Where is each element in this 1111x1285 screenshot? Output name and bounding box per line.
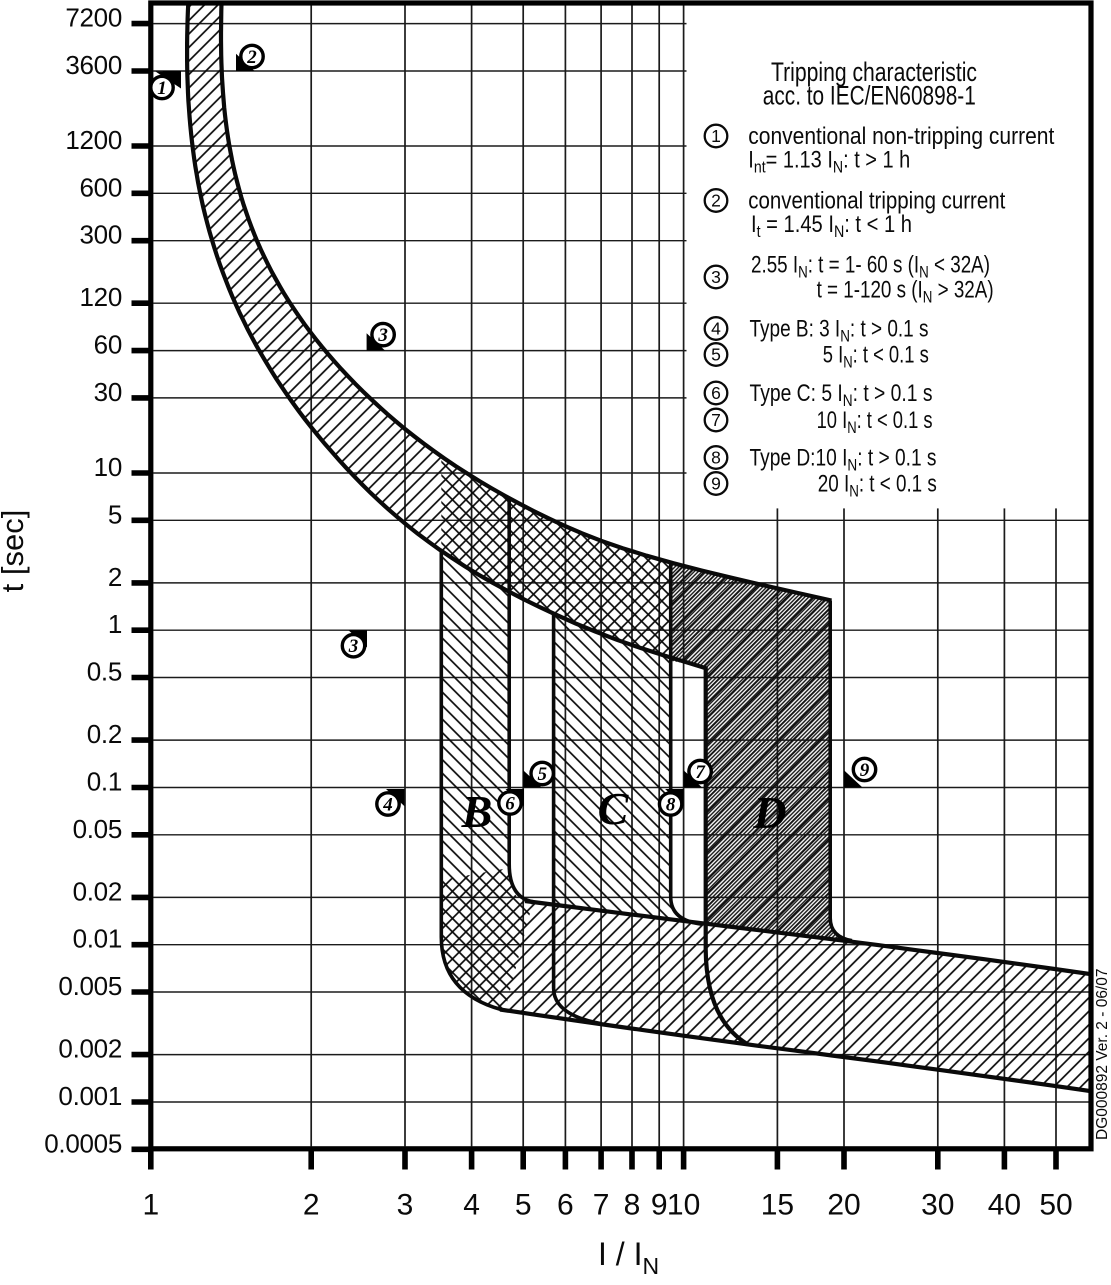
svg-text:t [sec]: t [sec] [0,510,30,593]
svg-text:1: 1 [711,126,721,146]
svg-text:0.5: 0.5 [87,657,122,687]
svg-text:conventional non-tripping curr: conventional non-tripping current [748,123,1054,150]
svg-text:3: 3 [711,267,721,287]
svg-text:B: B [461,786,493,837]
svg-text:Type D:10 IN: t > 0.1 s: Type D:10 IN: t > 0.1 s [750,445,937,475]
svg-text:20: 20 [827,1189,860,1222]
svg-text:Type C: 5 IN: t > 0.1 s: Type C: 5 IN: t > 0.1 s [750,380,933,410]
svg-text:8: 8 [711,448,721,468]
svg-text:7: 7 [695,762,706,783]
svg-text:5: 5 [515,1189,532,1222]
svg-text:5: 5 [537,764,547,785]
svg-text:20 IN: t < 0.1 s: 20 IN: t < 0.1 s [818,471,937,501]
svg-text:2.55 IN: t = 1- 60 s (IN < 32A: 2.55 IN: t = 1- 60 s (IN < 32A) [751,252,990,282]
svg-text:0.005: 0.005 [58,971,122,1001]
svg-text:acc. to IEC/EN60898-1: acc. to IEC/EN60898-1 [763,81,976,111]
svg-text:4: 4 [463,1189,480,1222]
svg-text:Tripping characteristic: Tripping characteristic [771,57,977,87]
svg-text:1: 1 [108,609,122,639]
svg-text:10 IN: t < 0.1 s: 10 IN: t < 0.1 s [817,407,933,437]
svg-text:2: 2 [108,562,122,592]
svg-text:C: C [598,783,630,834]
svg-text:3: 3 [348,636,359,657]
svg-text:0.002: 0.002 [58,1034,122,1064]
svg-text:120: 120 [80,282,122,312]
svg-text:600: 600 [80,172,122,202]
svg-text:9: 9 [651,1189,668,1222]
svg-text:40: 40 [988,1189,1021,1222]
svg-text:Type B: 3 IN: t > 0.1 s: Type B: 3 IN: t > 0.1 s [750,316,929,346]
svg-text:9: 9 [860,760,870,781]
svg-text:2: 2 [711,191,721,211]
svg-text:10: 10 [94,452,122,482]
svg-text:D: D [752,787,786,838]
svg-text:0.05: 0.05 [73,814,122,844]
svg-text:8: 8 [624,1189,641,1222]
svg-text:5 IN: t < 0.1 s: 5 IN: t < 0.1 s [823,342,929,372]
svg-text:9: 9 [711,474,721,494]
svg-text:3600: 3600 [65,50,122,80]
svg-text:8: 8 [666,795,676,816]
svg-text:300: 300 [80,220,122,250]
svg-text:1200: 1200 [65,125,122,155]
svg-text:6: 6 [711,383,721,403]
svg-text:It = 1.45 IN: t < 1 h: It = 1.45 IN: t < 1 h [751,211,912,241]
svg-text:conventional tripping current: conventional tripping current [748,188,1005,215]
svg-text:2: 2 [246,47,257,68]
svg-text:7200: 7200 [65,3,122,33]
svg-text:1: 1 [157,78,167,99]
svg-text:60: 60 [94,330,122,360]
svg-text:3: 3 [397,1189,414,1222]
svg-text:0.01: 0.01 [73,924,122,954]
svg-text:DG000892 Ver. 2 - 06/07: DG000892 Ver. 2 - 06/07 [1094,969,1111,1140]
svg-text:50: 50 [1039,1189,1072,1222]
svg-text:4: 4 [382,795,393,816]
svg-text:3: 3 [377,325,388,346]
svg-text:30: 30 [921,1189,954,1222]
svg-text:0.0005: 0.0005 [44,1128,122,1158]
svg-text:10: 10 [667,1189,700,1222]
svg-text:t = 1-120 s (IN > 32A): t = 1-120 s (IN > 32A) [817,277,994,307]
svg-text:4: 4 [711,319,721,339]
svg-text:2: 2 [303,1189,320,1222]
svg-text:0.02: 0.02 [73,876,122,906]
svg-text:0.001: 0.001 [58,1081,122,1111]
svg-text:Int= 1.13 IN: t > 1 h: Int= 1.13 IN: t > 1 h [748,147,910,177]
svg-text:5: 5 [108,499,122,529]
svg-text:7: 7 [711,410,721,430]
svg-text:0.2: 0.2 [87,719,122,749]
svg-text:6: 6 [557,1189,574,1222]
svg-text:5: 5 [711,345,721,365]
svg-text:7: 7 [593,1189,610,1222]
svg-text:6: 6 [505,794,515,815]
svg-text:0.1: 0.1 [87,767,122,797]
svg-text:1: 1 [142,1189,159,1222]
svg-text:30: 30 [94,377,122,407]
svg-text:15: 15 [761,1189,794,1222]
